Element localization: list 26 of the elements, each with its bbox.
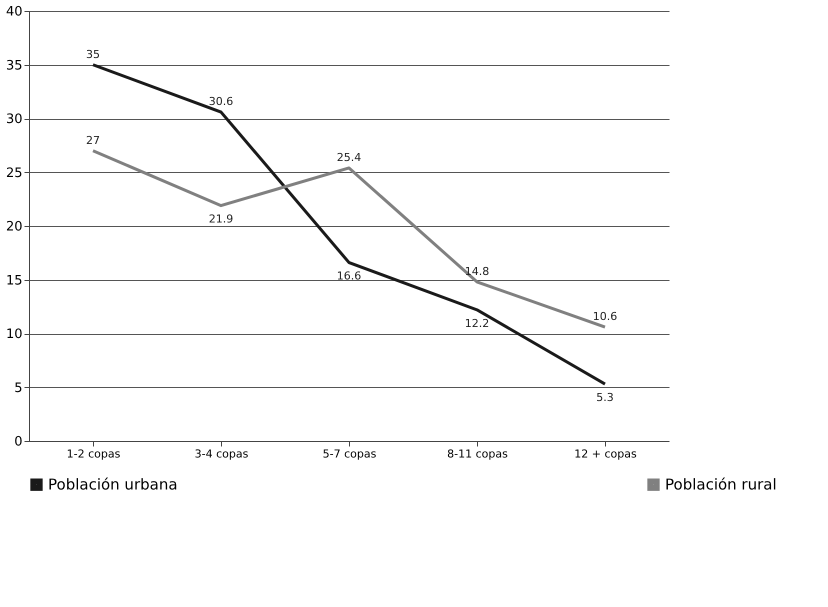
data-label: 30.6 <box>208 95 234 108</box>
y-tick-label: 10 <box>6 327 22 342</box>
y-tick-label: 40 <box>6 4 22 20</box>
data-label: 16.6 <box>336 270 362 283</box>
data-label: 14.8 <box>464 264 490 278</box>
y-tick-label: 20 <box>6 220 22 234</box>
x-tick-label: 5-7 copas <box>322 448 377 460</box>
data-label: 25.4 <box>336 150 362 164</box>
data-label: 10.6 <box>592 310 618 324</box>
y-tick-label: 0 <box>14 434 22 450</box>
y-tick-label: 35 <box>6 58 22 74</box>
y-tick-label: 30 <box>6 112 22 127</box>
data-label: 5.3 <box>596 391 614 404</box>
data-label: 12.2 <box>464 316 490 330</box>
x-tick-label: 1-2 copas <box>66 448 121 460</box>
x-tick-label: 8-11 copas <box>447 448 508 460</box>
data-label: 21.9 <box>208 212 234 226</box>
data-label: 27 <box>86 134 100 147</box>
y-tick-label: 15 <box>6 273 22 288</box>
y-tick-label: 5 <box>14 380 22 396</box>
y-tick-label: 25 <box>6 166 22 181</box>
data-label: 35 <box>86 48 100 61</box>
legend-label: Población urbana <box>48 476 178 494</box>
x-tick-label: 12 + copas <box>574 448 637 460</box>
legend-label: Población rural <box>665 476 777 494</box>
x-tick-label: 3-4 copas <box>194 448 249 460</box>
